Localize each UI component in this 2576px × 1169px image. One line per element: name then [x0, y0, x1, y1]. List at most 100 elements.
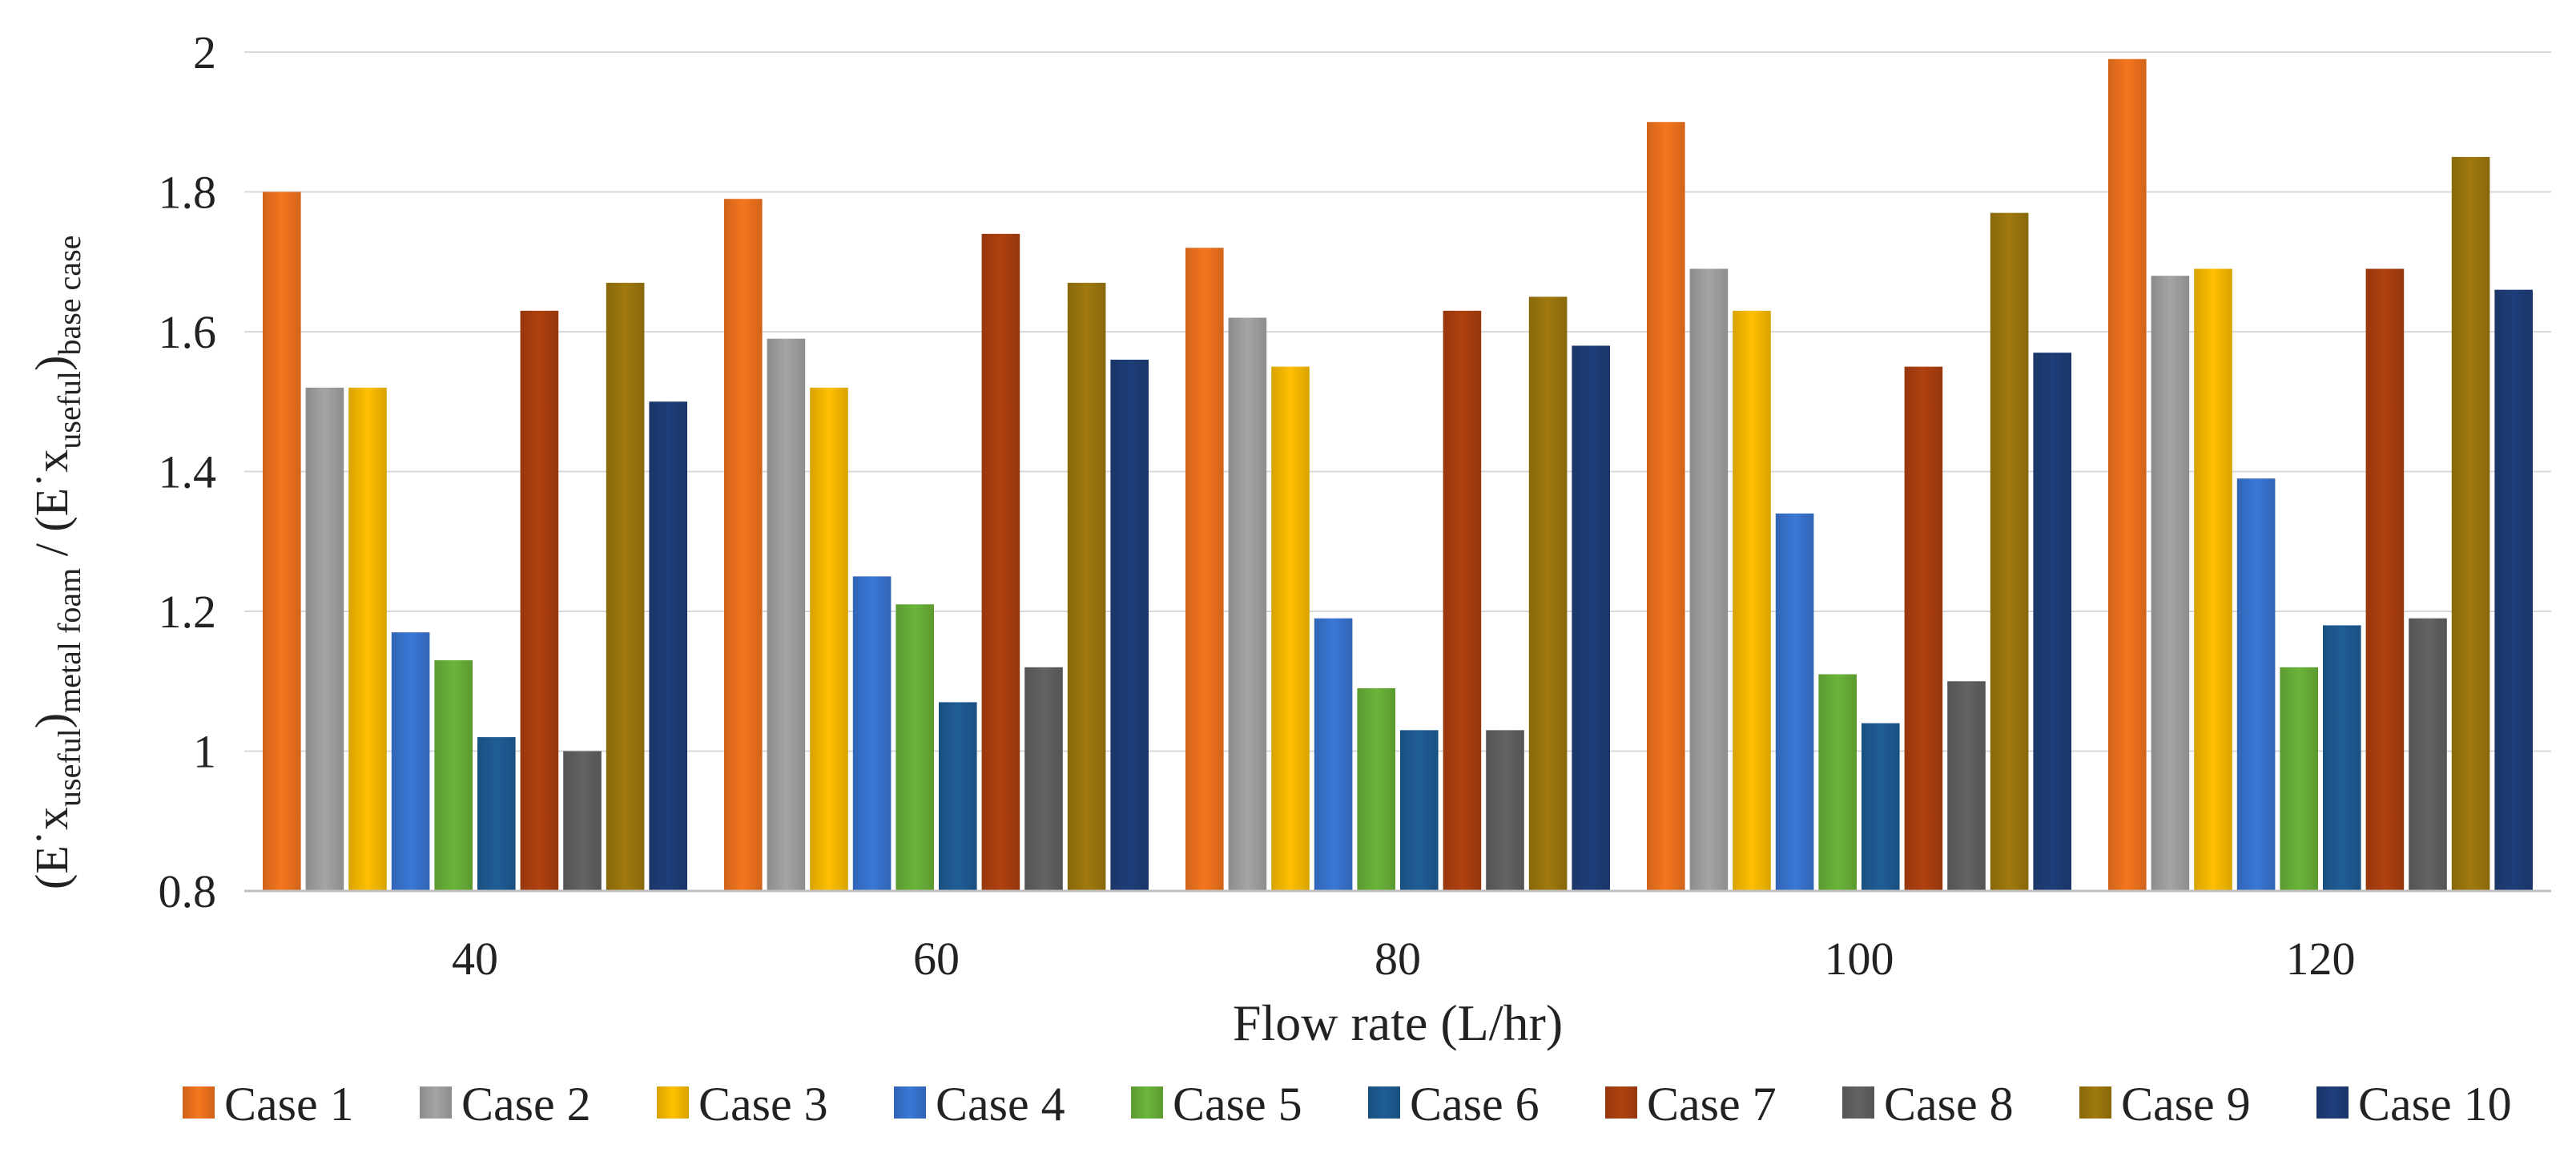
x-axis-title: Flow rate (L/hr) — [1233, 994, 1563, 1051]
bar-case-9-80 — [1528, 296, 1568, 891]
y-tick-label: 1 — [193, 726, 216, 778]
legend-item-case-6: Case 6 — [1368, 1078, 1540, 1131]
bar-case-5-120 — [2280, 667, 2318, 891]
y-tick-label: 1.2 — [159, 586, 217, 638]
bar-case-1-100 — [1647, 122, 1685, 891]
bars — [263, 58, 2533, 892]
legend-item-case-9: Case 9 — [2079, 1078, 2251, 1131]
legend-label: Case 4 — [936, 1078, 1065, 1131]
bar-case-7-80 — [1443, 310, 1482, 891]
legend-item-case-8: Case 8 — [1842, 1078, 2014, 1131]
legend-item-case-7: Case 7 — [1605, 1078, 1777, 1131]
y-tick-label: 1.4 — [159, 446, 217, 498]
bar-case-2-80 — [1228, 317, 1267, 891]
bar-case-7-100 — [1904, 366, 1943, 891]
y-axis-title: (E˙xuseful)metal foam / (E˙xuseful)base … — [26, 236, 87, 889]
legend-swatch — [894, 1086, 926, 1119]
legend-label: Case 6 — [1410, 1078, 1540, 1131]
legend-swatch — [420, 1086, 452, 1119]
bar-case-5-60 — [896, 604, 934, 891]
legend-item-case-4: Case 4 — [894, 1078, 1065, 1131]
y-tick-label: 2 — [193, 26, 216, 79]
bar-case-4-100 — [1775, 513, 1814, 891]
bar-case-6-40 — [477, 737, 516, 891]
bar-case-10-60 — [1110, 359, 1149, 891]
legend-item-case-10: Case 10 — [2316, 1078, 2512, 1131]
legend-item-case-2: Case 2 — [420, 1078, 591, 1131]
bar-case-8-100 — [1947, 681, 1986, 891]
legend-label: Case 10 — [2358, 1078, 2512, 1131]
legend-item-case-3: Case 3 — [657, 1078, 828, 1131]
bar-case-3-60 — [810, 387, 848, 891]
bar-case-4-120 — [2236, 478, 2276, 891]
bar-case-4-80 — [1314, 618, 1353, 891]
bar-case-1-40 — [263, 191, 301, 891]
y-title-divider: / — [26, 532, 78, 568]
y-title-num-main: (E˙x — [26, 807, 78, 889]
x-tick-label: 60 — [913, 933, 960, 985]
x-tick-label: 120 — [2286, 933, 2356, 985]
x-tick-labels: 40 60 80 100 120 — [452, 933, 2356, 985]
legend-item-case-1: Case 1 — [183, 1078, 354, 1131]
legend-swatch — [657, 1086, 689, 1119]
bar-case-2-60 — [767, 338, 806, 892]
legend-label: Case 9 — [2121, 1078, 2251, 1131]
y-tick-label: 0.8 — [159, 865, 217, 917]
y-title-den-close: ) — [26, 356, 78, 371]
bar-case-3-40 — [348, 387, 387, 891]
y-title-num-sub2: metal foam — [51, 568, 87, 713]
y-title-num-close: ) — [26, 713, 78, 728]
x-tick-label: 40 — [452, 933, 498, 985]
bar-case-9-100 — [1990, 212, 2029, 891]
y-title-den-main: (E˙x — [26, 449, 78, 532]
bar-case-10-40 — [649, 401, 687, 891]
x-tick-label: 80 — [1375, 933, 1421, 985]
bar-case-1-120 — [2108, 58, 2147, 892]
legend-label: Case 3 — [698, 1078, 828, 1131]
y-title-den-sub2: base case — [51, 236, 87, 356]
bar-case-2-120 — [2151, 276, 2190, 891]
bar-case-10-80 — [1572, 345, 1610, 891]
legend-swatch — [1368, 1086, 1400, 1119]
bar-case-2-100 — [1689, 268, 1729, 892]
legend-swatch — [183, 1086, 215, 1119]
svg-text:(E˙xuseful)metal foam / (E˙xus: (E˙xuseful)metal foam / (E˙xuseful)base … — [26, 236, 87, 889]
bar-case-5-40 — [434, 660, 473, 891]
bar-case-9-60 — [1067, 282, 1106, 891]
y-title-num-sub1: useful — [51, 728, 87, 807]
bar-case-6-80 — [1400, 730, 1439, 891]
y-title-den-sub1: useful — [51, 371, 87, 449]
bar-case-4-60 — [852, 576, 892, 891]
bar-case-8-40 — [563, 751, 602, 891]
legend-label: Case 5 — [1173, 1078, 1302, 1131]
bar-case-1-60 — [724, 199, 763, 892]
bar-case-5-80 — [1357, 687, 1395, 891]
bar-case-4-40 — [391, 632, 430, 891]
bar-case-9-40 — [606, 282, 645, 891]
bar-case-6-120 — [2323, 625, 2361, 891]
legend-label: Case 8 — [1884, 1078, 2014, 1131]
legend-item-case-5: Case 5 — [1131, 1078, 1302, 1131]
bar-case-6-60 — [939, 702, 977, 891]
bar-case-9-120 — [2451, 156, 2490, 891]
bar-case-10-100 — [2033, 353, 2071, 891]
bar-case-3-80 — [1271, 366, 1310, 891]
legend-swatch — [1605, 1086, 1637, 1119]
bar-case-3-120 — [2194, 268, 2232, 892]
bar-case-7-40 — [520, 310, 559, 891]
legend-label: Case 2 — [461, 1078, 591, 1131]
legend-swatch — [1842, 1086, 1874, 1119]
legend-swatch — [1131, 1086, 1163, 1119]
bar-case-8-60 — [1024, 667, 1063, 891]
legend-swatch — [2316, 1086, 2349, 1119]
legend: Case 1 Case 2 Case 3 Case 4 Case 5 Case 6 Case… — [183, 1078, 2512, 1131]
bar-case-3-100 — [1733, 310, 1771, 891]
y-tick-label: 1.6 — [159, 306, 217, 358]
legend-label: Case 7 — [1647, 1078, 1777, 1131]
legend-swatch — [2079, 1086, 2111, 1119]
bar-case-6-100 — [1862, 723, 1900, 891]
bar-case-1-80 — [1185, 248, 1224, 891]
bar-case-5-100 — [1818, 674, 1857, 891]
